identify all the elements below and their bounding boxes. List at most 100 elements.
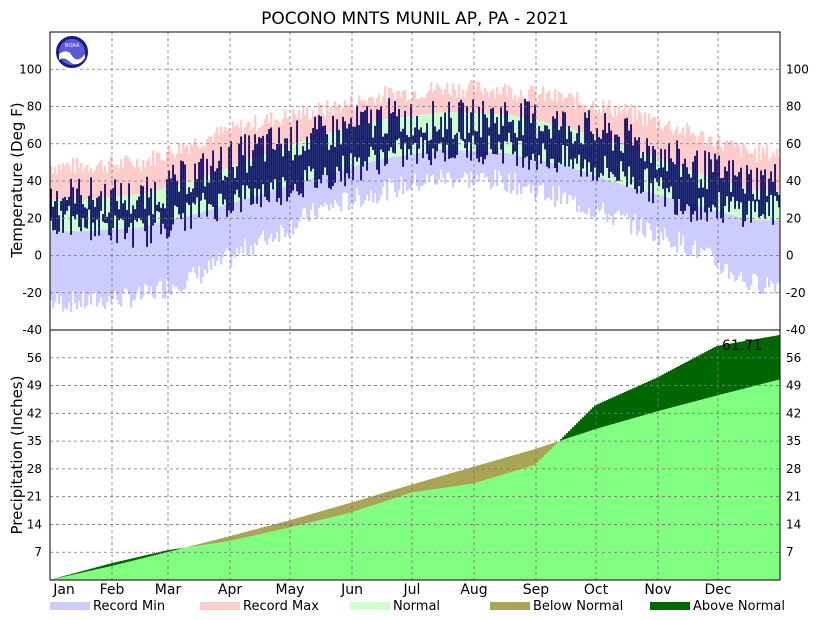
observed-temp-bar bbox=[346, 128, 348, 174]
observed-temp-bar bbox=[742, 188, 744, 227]
normal-precip-bar bbox=[138, 559, 141, 580]
normal-bar bbox=[430, 113, 433, 152]
record-min-bar bbox=[762, 220, 765, 295]
record-max-bar bbox=[76, 157, 79, 200]
above-normal-bar bbox=[176, 548, 179, 550]
below-normal-bar bbox=[384, 492, 387, 502]
observed-temp-bar bbox=[322, 125, 324, 175]
above-normal-bar bbox=[124, 560, 127, 563]
record-min-bar bbox=[262, 193, 265, 231]
normal-precip-bar bbox=[330, 517, 333, 580]
record-max-bar bbox=[264, 118, 267, 154]
observed-temp-bar bbox=[606, 133, 608, 168]
normal-precip-bar bbox=[510, 472, 513, 580]
record-min-bar bbox=[188, 215, 191, 273]
below-normal-bar bbox=[252, 530, 255, 536]
normal-precip-bar bbox=[102, 567, 105, 580]
observed-temp-bar bbox=[284, 138, 286, 181]
record-max-bar bbox=[438, 86, 441, 113]
observed-temp-bar bbox=[518, 120, 520, 141]
record-max-bar bbox=[54, 167, 57, 200]
normal-precip-bar bbox=[314, 521, 317, 580]
observed-temp-bar bbox=[170, 178, 172, 231]
observed-temp-bar bbox=[460, 99, 462, 140]
record-max-bar bbox=[204, 147, 207, 178]
normal-precip-bar bbox=[344, 514, 347, 580]
above-normal-bar bbox=[108, 563, 111, 567]
observed-temp-bar bbox=[382, 136, 384, 153]
record-min-bar bbox=[674, 199, 677, 246]
below-normal-bar bbox=[392, 490, 395, 499]
record-max-bar bbox=[682, 127, 685, 168]
record-min-bar bbox=[216, 207, 219, 261]
record-min-bar bbox=[734, 215, 737, 282]
observed-temp-bar bbox=[488, 127, 490, 136]
above-normal-bar bbox=[688, 360, 691, 403]
observed-temp-bar bbox=[644, 161, 646, 170]
above-normal-bar bbox=[598, 403, 601, 429]
record-min-bar bbox=[570, 167, 573, 196]
record-min-bar bbox=[300, 181, 303, 217]
observed-temp-bar bbox=[682, 163, 684, 215]
above-normal-bar bbox=[626, 391, 629, 420]
below-normal-bar bbox=[206, 541, 209, 545]
observed-temp-bar bbox=[248, 135, 250, 189]
normal-precip-bar bbox=[422, 490, 425, 580]
normal-precip-bar bbox=[612, 424, 615, 580]
below-normal-bar bbox=[364, 498, 367, 508]
record-max-bar bbox=[436, 83, 439, 113]
normal-bar bbox=[718, 179, 721, 212]
record-min-bar bbox=[358, 165, 361, 196]
normal-precip-bar bbox=[232, 540, 235, 580]
record-max-bar bbox=[56, 173, 59, 200]
record-min-bar bbox=[112, 229, 115, 300]
record-max-bar bbox=[690, 134, 693, 171]
record-min-bar bbox=[206, 210, 209, 274]
below-normal-bar bbox=[304, 515, 307, 524]
normal-precip-bar bbox=[682, 404, 685, 580]
legend-label: Record Min bbox=[93, 599, 165, 614]
below-normal-bar bbox=[240, 533, 243, 539]
observed-temp-bar bbox=[648, 146, 650, 202]
below-normal-bar bbox=[390, 490, 393, 500]
observed-temp-bar bbox=[150, 188, 152, 244]
above-normal-bar bbox=[564, 435, 567, 440]
record-max-bar bbox=[654, 116, 657, 158]
record-max-bar bbox=[124, 156, 127, 196]
observed-temp-bar bbox=[226, 177, 228, 217]
above-normal-bar bbox=[60, 576, 63, 578]
record-max-bar bbox=[300, 119, 303, 142]
below-normal-bar bbox=[282, 522, 285, 529]
above-normal-bar bbox=[620, 393, 623, 422]
record-min-bar bbox=[666, 197, 669, 238]
record-max-bar bbox=[302, 106, 305, 141]
record-min-bar bbox=[624, 185, 627, 216]
observed-temp-bar bbox=[406, 135, 408, 160]
record-min-bar bbox=[760, 220, 763, 295]
record-max-bar bbox=[568, 93, 571, 128]
normal-precip-bar bbox=[716, 395, 719, 580]
record-max-bar bbox=[144, 168, 147, 194]
normal-precip-bar bbox=[440, 488, 443, 580]
record-min-bar bbox=[486, 151, 489, 177]
observed-temp-bar bbox=[758, 199, 760, 218]
below-normal-bar bbox=[216, 539, 219, 543]
normal-precip-bar bbox=[550, 449, 553, 580]
normal-bar bbox=[130, 194, 133, 229]
above-normal-bar bbox=[730, 343, 733, 392]
record-max-bar bbox=[464, 97, 467, 113]
record-min-bar bbox=[246, 198, 249, 257]
record-max-bar bbox=[570, 93, 573, 129]
record-min-bar bbox=[100, 230, 103, 297]
above-normal-bar bbox=[562, 437, 565, 440]
observed-temp-bar bbox=[250, 166, 252, 206]
below-normal-bar bbox=[440, 476, 443, 489]
observed-temp-bar bbox=[620, 151, 622, 162]
above-normal-bar bbox=[164, 550, 167, 553]
record-max-bar bbox=[582, 105, 585, 133]
observed-temp-bar bbox=[574, 141, 576, 159]
record-max-bar bbox=[292, 109, 295, 145]
record-max-bar bbox=[390, 87, 393, 119]
above-normal-bar bbox=[130, 558, 133, 562]
record-max-bar bbox=[596, 113, 599, 138]
